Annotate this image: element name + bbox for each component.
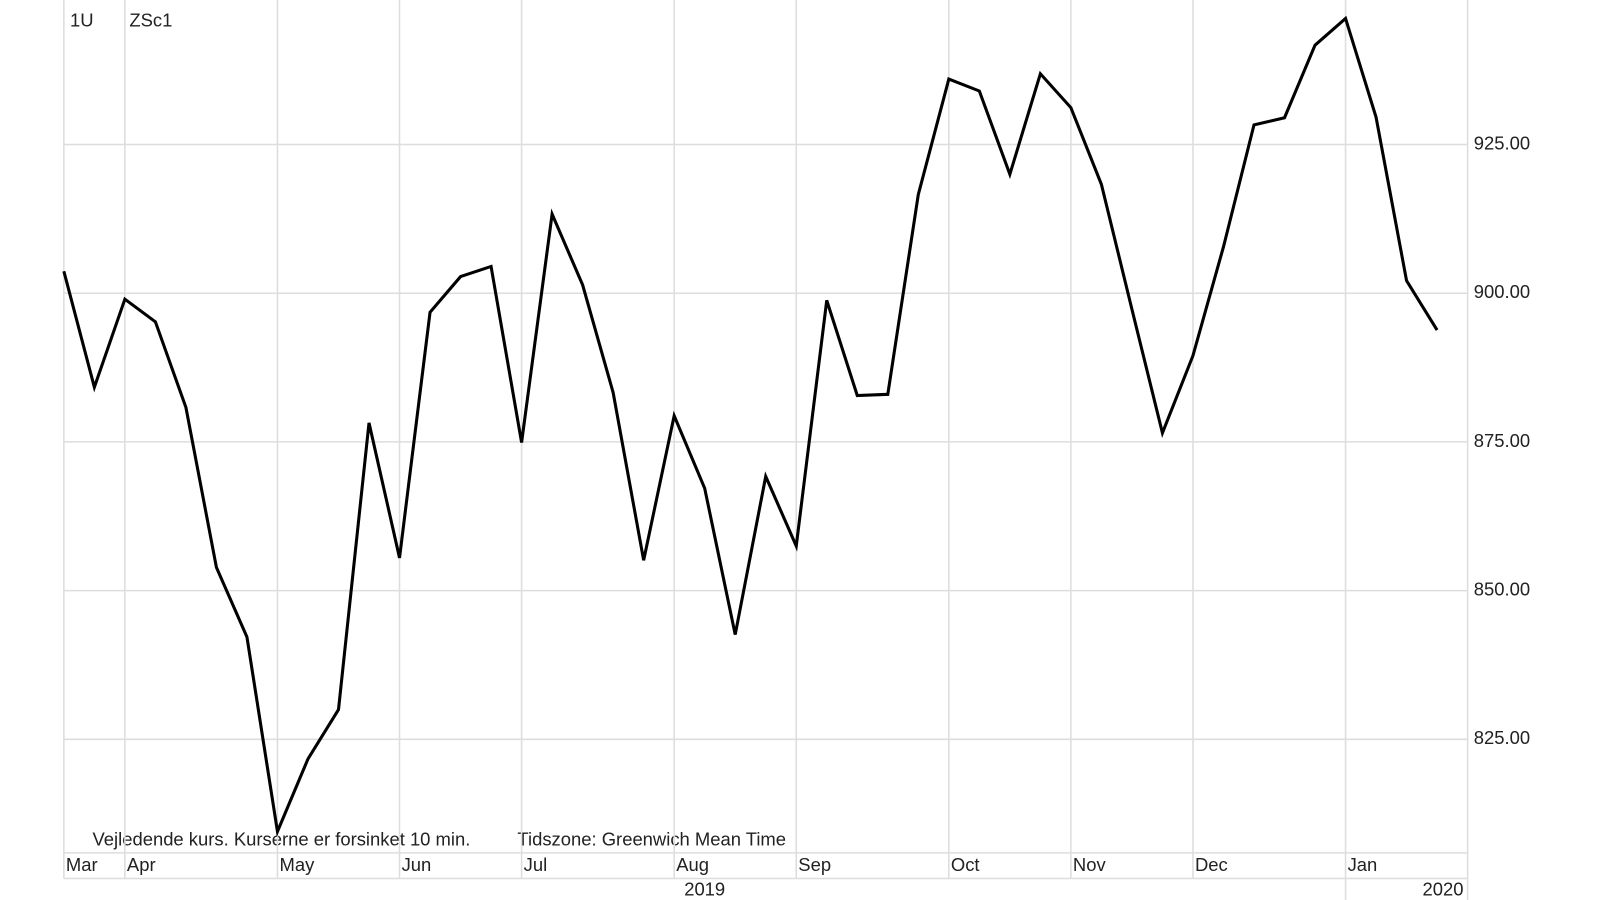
x-tick-label: Jul (524, 854, 548, 875)
timezone: Tidszone: Greenwich Mean Time (517, 828, 786, 849)
x-tick-label: May (280, 854, 316, 875)
x-tick-label: Aug (676, 854, 709, 875)
year-label: 2020 (1423, 879, 1464, 900)
y-tick-label: 900.00 (1474, 281, 1530, 302)
interval: 1U (70, 9, 94, 30)
symbol: ZSc1 (129, 9, 172, 30)
y-tick-label: 850.00 (1474, 578, 1530, 599)
y-tick-label: 825.00 (1474, 727, 1530, 748)
x-tick-label: Sep (798, 854, 831, 875)
y-tick-label: 875.00 (1474, 430, 1530, 451)
y-tick-label: 925.00 (1474, 132, 1530, 153)
x-tick-label: Mar (66, 854, 98, 875)
x-tick-label: Oct (951, 854, 980, 875)
year-label: 2019 (684, 879, 725, 900)
x-tick-label: Apr (127, 854, 156, 875)
price-line (62, 15, 1439, 838)
x-tick-label: Jan (1348, 854, 1378, 875)
x-tick-label: Nov (1073, 854, 1107, 875)
x-tick-label: Dec (1195, 854, 1228, 875)
note: Vejledende kurs. Kurserne er forsinket 1… (93, 828, 471, 849)
x-tick-label: Jun (402, 854, 432, 875)
